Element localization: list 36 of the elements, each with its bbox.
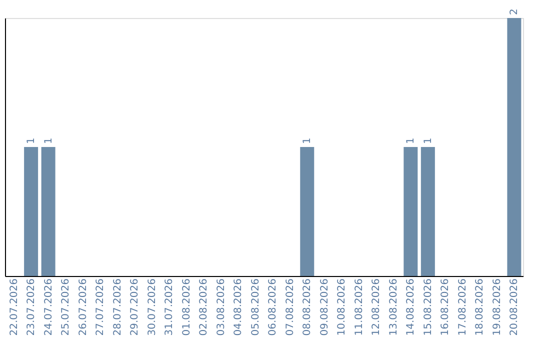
x-tick-label: 09.08.2026 xyxy=(319,278,330,336)
x-tick-label: 13.08.2026 xyxy=(388,278,400,336)
data-label: 1 xyxy=(26,138,38,144)
x-tick-label: 30.07.2026 xyxy=(146,278,158,336)
x-tick-label: 17.08.2026 xyxy=(457,278,468,336)
x-tick-label: 12.08.2026 xyxy=(371,278,382,336)
x-tick-label: 23.07.2026 xyxy=(26,278,38,336)
x-tick-label: 18.08.2026 xyxy=(474,278,486,336)
data-label: 2 xyxy=(509,8,520,15)
x-tick-label: 22.07.2026 xyxy=(8,278,20,336)
x-tick-label: 16.08.2026 xyxy=(440,278,452,336)
x-tick-label: 28.07.2026 xyxy=(112,278,124,336)
x-tick-label: 19.08.2026 xyxy=(492,278,503,336)
x-tick-label: 04.08.2026 xyxy=(233,278,244,336)
x-tick-label: 26.07.2026 xyxy=(78,278,89,336)
x-tick-label: 11.08.2026 xyxy=(354,278,365,336)
x-tick-label: 29.07.2026 xyxy=(130,278,141,336)
data-label: 1 xyxy=(302,138,314,144)
x-tick-label: 05.08.2026 xyxy=(250,278,262,336)
x-tick-label: 25.07.2026 xyxy=(60,278,72,336)
x-tick-label: 31.07.2026 xyxy=(164,278,176,336)
x-tick-label: 02.08.2026 xyxy=(198,278,210,336)
data-label: 1 xyxy=(406,138,417,144)
x-tick-label: 03.08.2026 xyxy=(216,278,227,336)
data-label: 1 xyxy=(422,138,434,144)
data-label: 1 xyxy=(43,138,54,144)
x-tick-label: 07.08.2026 xyxy=(284,278,296,336)
x-tick-label: 20.08.2026 xyxy=(509,278,520,336)
x-tick-label: 08.08.2026 xyxy=(302,278,314,336)
x-tick-label: 06.08.2026 xyxy=(268,278,279,336)
x-tick-label: 10.08.2026 xyxy=(336,278,348,336)
x-tick-label: 24.07.2026 xyxy=(43,278,54,336)
x-tick-label: 14.08.2026 xyxy=(406,278,417,336)
x-tick-label: 15.08.2026 xyxy=(422,278,434,336)
x-tick-label: 01.08.2026 xyxy=(181,278,192,336)
x-tick-label: 27.07.2026 xyxy=(95,278,106,336)
